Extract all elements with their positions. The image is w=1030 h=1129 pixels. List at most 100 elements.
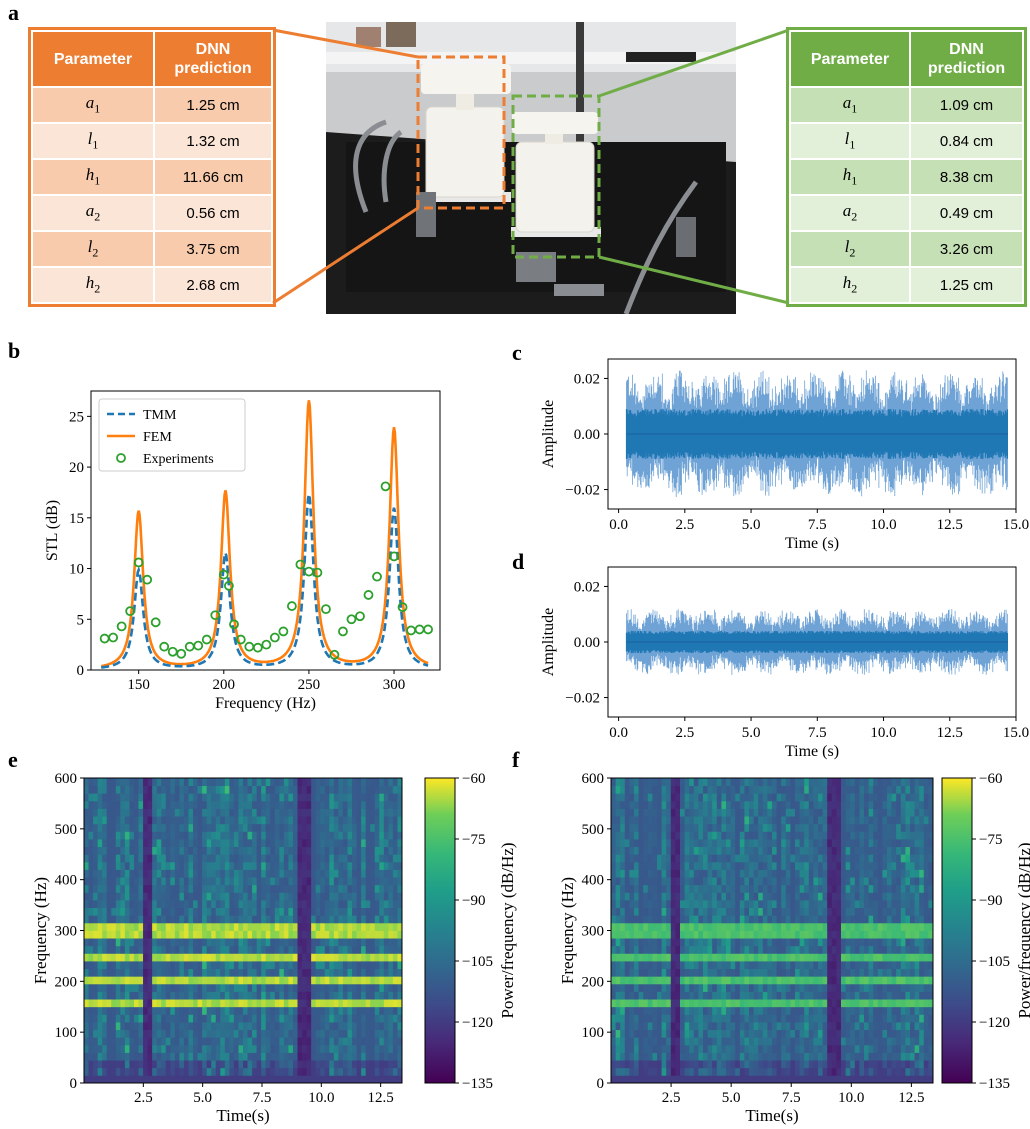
spectrogram-cell	[758, 1006, 764, 1015]
spectrogram-cell	[292, 1067, 298, 1076]
spectrogram-cell	[302, 915, 307, 924]
spectrogram-cell	[292, 823, 298, 832]
spectrogram-cell	[831, 907, 837, 916]
spectrogram-cell	[111, 1060, 117, 1069]
spectrogram-cell	[306, 785, 312, 794]
spectrogram-cell	[634, 793, 639, 802]
spectrogram-cell	[324, 877, 330, 886]
spectrogram-cell	[689, 854, 695, 863]
spectrogram-cell	[670, 839, 676, 848]
spectrogram-cell	[220, 1022, 226, 1031]
spectrogram-cell	[206, 800, 212, 809]
spectrogram-cell	[698, 991, 704, 1000]
spectrogram-cell	[229, 846, 235, 855]
spectrogram-cell	[698, 877, 704, 886]
spectrogram-cell	[84, 823, 89, 832]
spectrogram-cell	[333, 1075, 339, 1084]
spectrogram-cell	[712, 793, 718, 802]
spectrogram-cell	[261, 900, 267, 909]
spectrogram-cell	[781, 961, 787, 970]
spectrogram-cell	[730, 1022, 736, 1031]
spectrogram-cell	[392, 854, 398, 863]
spectrogram-cell	[102, 854, 108, 863]
spectrogram-cell	[352, 1067, 357, 1076]
spectrogram-cell	[383, 922, 389, 931]
spectrogram-cell	[147, 976, 153, 985]
spectrogram-cell	[279, 1014, 285, 1023]
spectrogram-cell	[211, 999, 217, 1008]
spectrogram-cell	[161, 861, 167, 870]
spectrogram-cell	[365, 968, 371, 977]
spectrogram-cell	[726, 1044, 731, 1053]
spectrogram-cell	[620, 953, 626, 962]
spectrogram-cell	[215, 1029, 221, 1038]
spectrogram-cell	[252, 785, 258, 794]
spectrogram-cell	[620, 1014, 626, 1023]
y-tick-label: 0.02	[574, 579, 600, 595]
spectrogram-cell	[279, 785, 285, 794]
spectrogram-cell	[106, 953, 112, 962]
spectrogram-cell	[624, 793, 630, 802]
spectrogram-cell	[795, 778, 800, 787]
spectrogram-cell	[680, 900, 685, 909]
spectrogram-cell	[152, 892, 158, 901]
spectrogram-cell	[657, 1052, 662, 1061]
spectrogram-cell	[383, 968, 389, 977]
spectrogram-cell	[292, 968, 298, 977]
spectrogram-cell	[799, 808, 805, 817]
spectrogram-cell	[388, 991, 394, 1000]
spectrogram-cell	[188, 1067, 194, 1076]
spectrogram-cell	[279, 915, 285, 924]
spectrogram-cell	[629, 907, 635, 916]
spectrogram-cell	[698, 1075, 704, 1084]
y-tick-label: 10	[69, 562, 84, 578]
spectrogram-cell	[202, 915, 208, 924]
spectrogram-cell	[274, 1037, 280, 1046]
spectrogram-cell	[84, 778, 89, 787]
spectrogram-cell	[120, 846, 126, 855]
spectrogram-cell	[388, 1075, 394, 1084]
spectrogram-cell	[647, 915, 653, 924]
spectrogram-cell	[320, 1052, 326, 1061]
spectrogram-cell	[624, 953, 630, 962]
spectrogram-cell	[165, 869, 171, 878]
spectrogram-cell	[320, 839, 326, 848]
spectrogram-cell	[361, 816, 367, 825]
spectrogram-cell	[224, 1060, 230, 1069]
spectrogram-cell	[274, 785, 280, 794]
spectrogram-cell	[726, 900, 731, 909]
spectrogram-cell	[785, 831, 791, 840]
spectrogram-cell	[781, 1044, 787, 1053]
spectrogram-cell	[831, 1075, 837, 1084]
spectrogram-cell	[629, 991, 635, 1000]
spectrogram-cell	[152, 793, 158, 802]
spectrogram-cell	[693, 846, 699, 855]
spectrogram-cell	[698, 861, 704, 870]
spectrogram-cell	[772, 915, 777, 924]
spectrogram-cell	[124, 778, 130, 787]
spectrogram-cell	[657, 793, 662, 802]
spectrogram-cell	[306, 945, 312, 954]
spectrogram-cell	[693, 854, 699, 863]
spectrogram-cell	[102, 778, 108, 787]
spectrogram-cell	[352, 778, 357, 787]
spectrogram-cell	[220, 1060, 226, 1069]
spectrogram-cell	[342, 1060, 348, 1069]
spectrogram-cell	[197, 938, 203, 947]
spectrogram-cell	[247, 816, 253, 825]
spectrogram-cell	[138, 1067, 144, 1076]
spectrogram-cell	[822, 938, 828, 947]
spectrogram-cell	[124, 831, 130, 840]
spectrogram-cell	[352, 793, 357, 802]
spectrogram-cell	[753, 892, 759, 901]
spectrogram-cell	[670, 884, 676, 893]
spectrogram-cell	[297, 907, 303, 916]
spectrogram-cell	[138, 938, 144, 947]
spectrogram-cell	[156, 915, 162, 924]
spectrogram-cell	[279, 1037, 285, 1046]
spectrogram-cell	[785, 976, 791, 985]
spectrogram-cell	[84, 953, 89, 962]
spectrogram-cell	[716, 1006, 722, 1015]
spectrogram-cell	[338, 1014, 344, 1023]
spectrogram-cell	[124, 808, 130, 817]
